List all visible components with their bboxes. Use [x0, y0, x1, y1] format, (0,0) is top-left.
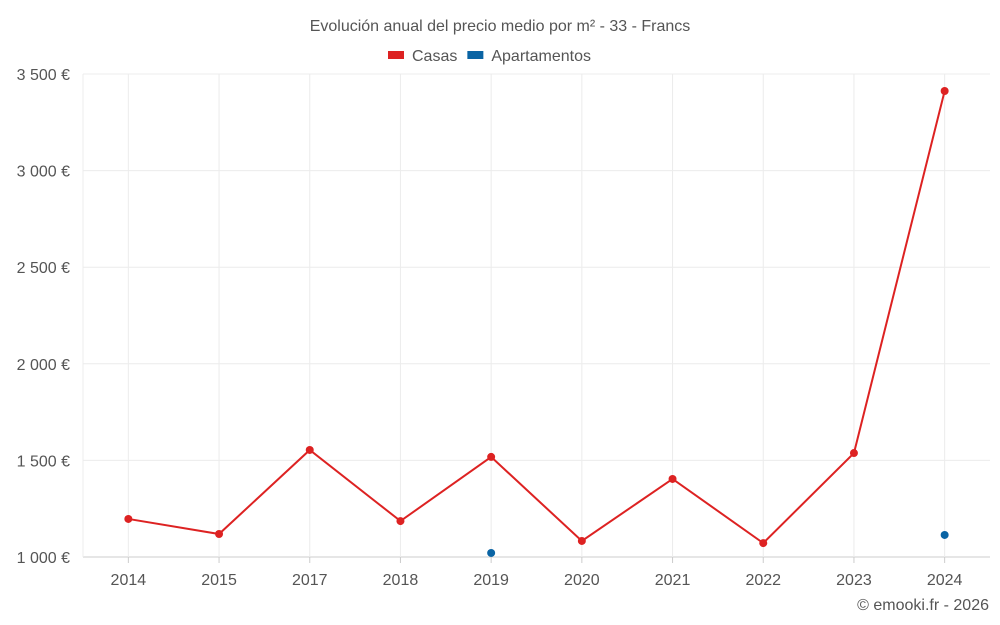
credit-text: © emooki.fr - 2026 [857, 597, 989, 614]
x-tick-label: 2022 [745, 572, 781, 589]
data-point-casas [124, 514, 133, 523]
axes: 1 000 € 1 500 € 2 000 € 2 500 € 3 000 € 3 500… [17, 67, 963, 589]
data-point-casas [215, 530, 224, 539]
y-tick-label: 1 000 € [17, 550, 70, 567]
legend: Casas Apartamentos [388, 48, 591, 65]
x-tick-label: 2017 [292, 572, 328, 589]
x-tick-label: 2014 [111, 572, 147, 589]
x-tick-label: 2018 [383, 572, 419, 589]
data-point-apartamentos [487, 548, 496, 557]
legend-swatch-apartamentos [467, 51, 484, 59]
x-tick-label: 2021 [655, 572, 691, 589]
data-point-casas [849, 449, 858, 458]
data-point-apartamentos [940, 530, 949, 539]
x-tick-label: 2023 [836, 572, 872, 589]
legend-swatch-casas [388, 51, 404, 59]
x-tick-label: 2015 [201, 572, 237, 589]
y-tick-label: 2 500 € [17, 260, 70, 277]
x-tick-label: 2024 [927, 572, 963, 589]
data-point-casas [305, 445, 314, 454]
y-tick-label: 3 000 € [17, 164, 70, 181]
data-point-casas [487, 452, 496, 461]
legend-label-apartamentos: Apartamentos [491, 48, 591, 65]
y-tick-label: 3 500 € [17, 67, 70, 84]
y-tick-label: 1 500 € [17, 453, 70, 470]
grid [82, 73, 990, 558]
data-point-casas [940, 87, 949, 96]
data-point-casas [577, 536, 586, 545]
legend-label-casas: Casas [412, 48, 457, 65]
data-point-casas [759, 539, 768, 548]
series-line-casas [128, 90, 946, 545]
data-point-casas [668, 474, 677, 483]
data-point-casas [396, 517, 405, 526]
chart-title: Evolución anual del precio medio por m² … [310, 18, 691, 35]
x-tick-label: 2019 [473, 572, 509, 589]
y-tick-label: 2 000 € [17, 357, 70, 374]
x-tick-label: 2020 [564, 572, 600, 589]
series-layer [124, 87, 949, 557]
